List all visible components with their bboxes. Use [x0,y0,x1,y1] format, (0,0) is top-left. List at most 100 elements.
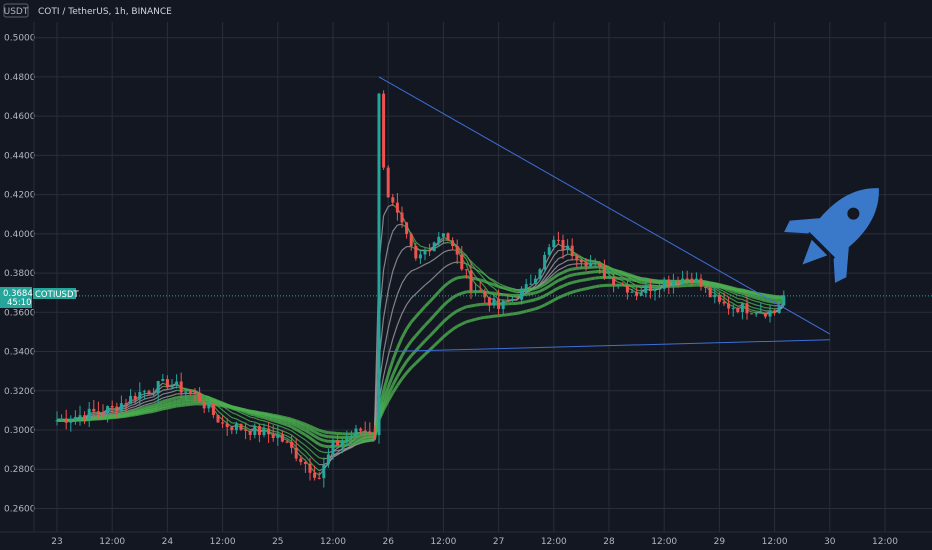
y-axis[interactable]: 0.5000 0.4800 0.4600 0.4400 0.4200 0.4000 0.38… [0,22,36,532]
candle-body [317,477,321,479]
ema-segment [543,292,550,298]
ema-segment [557,271,564,276]
ema-segment [139,401,145,405]
ema-segment [396,249,403,259]
currency-badge: USDT [4,7,29,17]
candle-body [520,288,524,300]
ema-segment [401,275,408,284]
ema-segment [176,401,182,405]
ema-segment [400,360,408,370]
ema-segment [622,277,628,281]
ema-segment [732,295,739,300]
ema-segment [148,406,154,411]
y-tick-label: 0.3800 [4,269,36,279]
candle-body [671,280,675,286]
ema-segment [282,426,288,430]
currency-badge-frame [3,3,29,18]
ema-segment [548,276,555,283]
candle-body [566,245,570,251]
candle-body [386,167,390,198]
x-tick-label: 12:00 [430,537,456,547]
ema-segment [567,273,573,278]
candle-body [92,408,96,412]
ema-segment [217,410,224,416]
ema-segment [382,400,390,411]
candle-body [290,441,294,448]
ema-segment [489,314,495,319]
ema-segment [410,315,417,324]
ema-segment [728,293,734,297]
ema-segment [282,415,288,420]
ema-segment [719,288,725,293]
ema-segment [245,426,251,431]
ema-segment [723,290,729,295]
ema-segment [714,282,720,287]
ema-segment [424,280,430,286]
candle-body [699,278,703,287]
ema-segment [414,310,422,318]
ema-segment [604,265,610,268]
candle-body [124,403,128,405]
ema-segment [318,437,325,442]
ema-segment [277,417,283,422]
ema-segment [562,259,568,264]
ema-segment [273,427,278,430]
ema-segment [148,393,154,396]
candle-body [395,202,399,213]
candle-body [405,222,409,235]
ema-segment [222,409,228,415]
ema-segment [437,335,445,343]
ema-segment [304,425,311,431]
x-tick-label: 12:00 [320,537,346,547]
ema-segment [539,282,546,289]
ema-segment [392,294,398,310]
ema-segment [548,255,555,264]
ema-segment [318,442,325,448]
ema-segment [286,435,292,440]
ema-segment [171,399,178,404]
x-axis[interactable]: 23 12:00 24 12:00 25 12:00 26 12:00 27 12:00 28 12:… [0,22,932,550]
candle-body [239,423,243,430]
ema-segment [534,279,541,287]
ema-segment [194,390,200,394]
ema-segment [585,286,591,291]
x-tick-label: 29 [714,537,726,547]
ema-segment [295,438,302,443]
candle-body [400,212,404,223]
candle-body [501,300,505,309]
candle-body [299,458,303,463]
ema-segment [567,259,573,261]
ema-segment [737,298,743,300]
ema-segment [526,287,531,292]
ema-segment [386,374,395,388]
candle-body [639,293,643,296]
ema-segment [442,316,450,323]
candle-body [455,246,459,255]
ema-segment [447,312,454,319]
ema-segment [558,256,564,260]
ema-segment [300,423,306,429]
ema-segment [281,422,288,427]
ema-segment [719,291,725,295]
ema-segment [332,453,338,456]
bar-countdown: 45:10 [7,298,32,308]
ema-segment [272,413,279,418]
candle-body [740,303,744,313]
candle-body [372,434,376,436]
ema-segment [627,277,633,282]
candle-body [736,308,740,313]
ema-segment [208,398,214,403]
ema-segment [332,454,338,458]
ema-segment [410,293,417,299]
ema-segment [139,398,145,402]
ema-segment [406,270,412,277]
ema-segment [650,278,656,283]
ema-segment [341,449,348,453]
ema-segment [552,273,560,279]
ema-segment [428,314,436,322]
ema-segment [208,400,214,404]
ema-segment [309,449,316,455]
ema-segment [323,438,329,443]
ema-segment [576,278,582,283]
